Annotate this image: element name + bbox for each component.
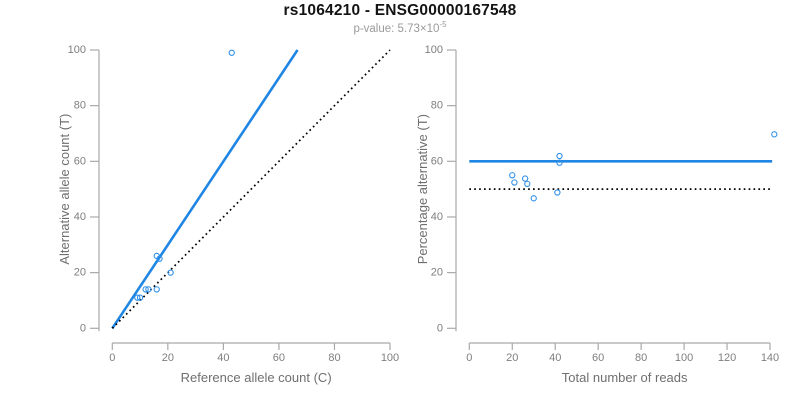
y-axis-label: Percentage alternative (T) xyxy=(415,114,430,264)
y-tick-label: 40 xyxy=(431,211,443,223)
y-tick-label: 80 xyxy=(74,100,86,112)
data-point xyxy=(771,131,778,138)
y-axis-label: Alternative allele count (T) xyxy=(57,114,72,265)
x-tick-label: 100 xyxy=(381,352,399,364)
x-tick-label: 40 xyxy=(549,352,561,364)
data-point xyxy=(134,294,141,301)
plot-panel-1: 0 20 40 60 80 100 0 20 40 60 80 100 Reference allele… xyxy=(57,44,399,385)
x-tick-label: 100 xyxy=(675,352,693,364)
x-tick-label: 80 xyxy=(635,352,647,364)
x-tick-label: 0 xyxy=(109,352,115,364)
data-point xyxy=(556,159,563,166)
data-point xyxy=(136,294,144,301)
data-point xyxy=(554,189,561,196)
plot-panel-2: 0 20 40 60 80 100 0 20 40 60 80 100 120 140 Total numb… xyxy=(415,44,779,385)
y-tick-label: 80 xyxy=(431,100,443,112)
data-point xyxy=(167,269,174,276)
data-point xyxy=(509,172,516,179)
x-tick-label: 20 xyxy=(506,352,518,364)
x-tick-label: 60 xyxy=(592,352,604,364)
pvalue-exponent: -5 xyxy=(439,20,447,30)
y-tick-label: 40 xyxy=(74,211,86,223)
y-tick-label: 0 xyxy=(80,322,86,334)
y-tick-label: 100 xyxy=(68,44,86,56)
data-point xyxy=(156,255,163,262)
pvalue-subtitle: p-value: 5.73×10-5 xyxy=(0,20,800,35)
data-point xyxy=(145,286,152,293)
x-tick-label: 0 xyxy=(466,352,472,364)
x-tick-label: 120 xyxy=(718,352,736,364)
page-title: rs1064210 - ENSG00000167548 xyxy=(283,2,517,19)
y-tick-label: 0 xyxy=(437,322,443,334)
x-tick-label: 80 xyxy=(328,352,340,364)
data-point xyxy=(556,152,563,160)
x-axis-label: Reference allele count (C) xyxy=(181,370,332,385)
y-tick-label: 60 xyxy=(431,155,443,167)
data-point xyxy=(142,286,149,293)
data-point xyxy=(521,175,529,182)
y-tick-label: 100 xyxy=(425,44,443,56)
data-point xyxy=(511,179,518,186)
y-tick-label: 60 xyxy=(74,155,86,167)
data-point xyxy=(530,195,537,202)
pvalue-text: p-value: 5.73×10 xyxy=(353,23,440,35)
x-tick-label: 60 xyxy=(273,352,285,364)
x-tick-label: 40 xyxy=(217,352,229,364)
data-point xyxy=(228,49,235,56)
identity-line xyxy=(111,49,391,329)
x-tick-label: 140 xyxy=(761,352,779,364)
fitted-ratio-line xyxy=(111,49,299,330)
data-point xyxy=(524,180,531,188)
y-tick-label: 20 xyxy=(431,267,443,279)
x-axis-label: Total number of reads xyxy=(562,370,688,385)
x-tick-label: 20 xyxy=(162,352,174,364)
y-tick-label: 20 xyxy=(74,267,86,279)
data-point xyxy=(153,286,160,293)
